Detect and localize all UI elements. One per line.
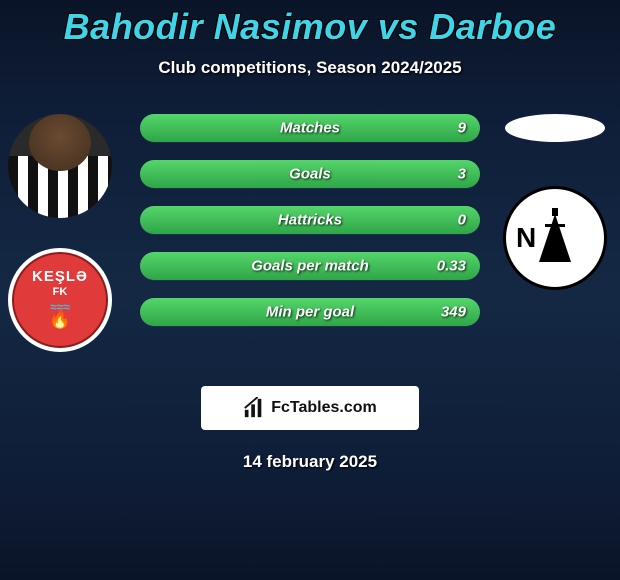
stat-label: Goals bbox=[289, 166, 331, 183]
stats-container: Matches 9 Goals 3 Hattricks 0 Goals per … bbox=[140, 114, 480, 344]
stat-value: 9 bbox=[458, 120, 466, 137]
right-player-avatar bbox=[505, 114, 605, 142]
season-subtitle: Club competitions, Season 2024/2025 bbox=[0, 58, 620, 78]
stat-label: Hattricks bbox=[278, 212, 342, 229]
credit-text: FcTables.com bbox=[271, 399, 377, 417]
stat-label: Goals per match bbox=[251, 258, 369, 275]
stat-value: 3 bbox=[458, 166, 466, 183]
comparison-card: Bahodir Nasimov vs Darboe Club competiti… bbox=[0, 0, 620, 580]
page-title: Bahodir Nasimov vs Darboe bbox=[0, 6, 620, 48]
left-club-name: KEŞLƏ bbox=[32, 268, 88, 285]
flames-icon: 🔥 bbox=[49, 309, 71, 330]
credit-box: FcTables.com bbox=[201, 386, 419, 430]
oil-derrick-icon bbox=[539, 214, 571, 262]
left-club-sub: FK bbox=[53, 286, 68, 298]
stat-value: 0.33 bbox=[437, 258, 466, 275]
left-player-avatar bbox=[8, 114, 112, 218]
face-graphic bbox=[29, 114, 91, 171]
left-club-badge: KEŞLƏ FK ≈≈≈ 🔥 bbox=[8, 248, 112, 352]
stat-label: Matches bbox=[280, 120, 340, 137]
stat-bar-goals-per-match: Goals per match 0.33 bbox=[140, 252, 480, 280]
stat-bar-goals: Goals 3 bbox=[140, 160, 480, 188]
right-club-badge: N bbox=[503, 186, 607, 290]
stat-value: 0 bbox=[458, 212, 466, 229]
main-row: KEŞLƏ FK ≈≈≈ 🔥 N Matches 9 bbox=[0, 114, 620, 374]
stat-bar-hattricks: Hattricks 0 bbox=[140, 206, 480, 234]
stat-label: Min per goal bbox=[266, 304, 354, 321]
right-player-column: N bbox=[500, 114, 610, 290]
stat-value: 349 bbox=[441, 304, 466, 321]
stat-bar-min-per-goal: Min per goal 349 bbox=[140, 298, 480, 326]
stat-bar-matches: Matches 9 bbox=[140, 114, 480, 142]
comparison-date: 14 february 2025 bbox=[0, 452, 620, 472]
badge-letter-n: N bbox=[516, 222, 536, 254]
chart-icon bbox=[243, 397, 265, 419]
left-player-column: KEŞLƏ FK ≈≈≈ 🔥 bbox=[8, 114, 118, 352]
